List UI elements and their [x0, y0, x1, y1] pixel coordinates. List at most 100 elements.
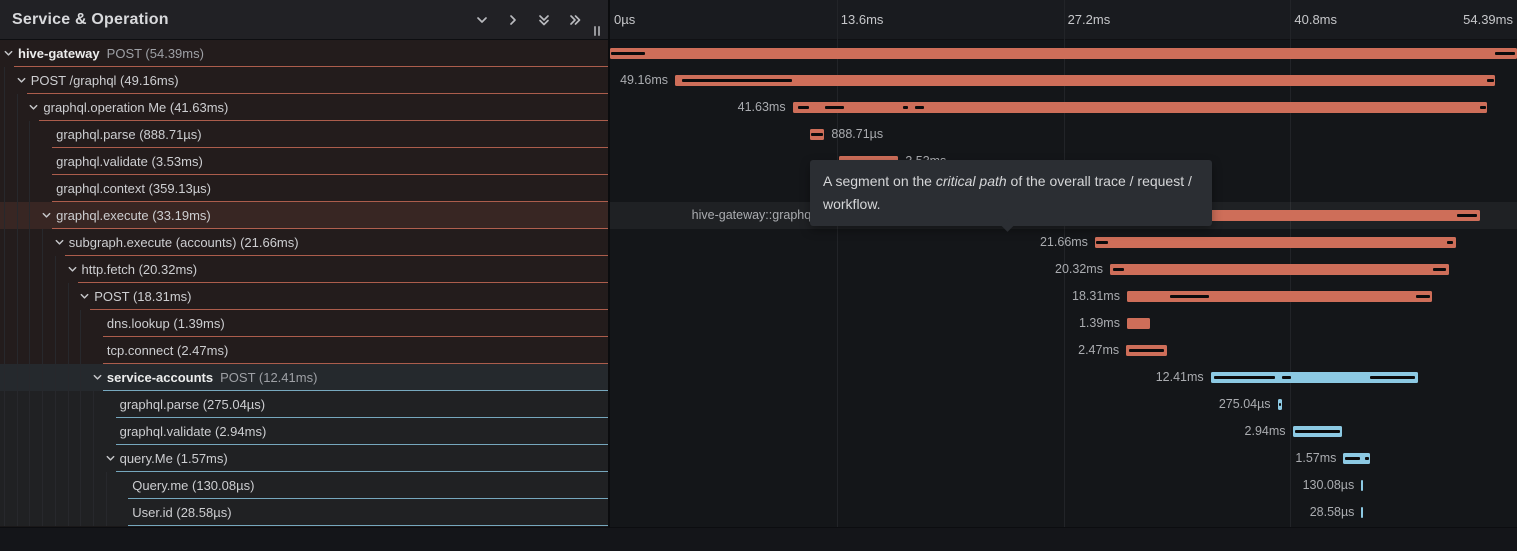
chevron-down-icon[interactable] — [54, 237, 65, 248]
chevron-right-icon[interactable] — [506, 13, 520, 27]
tooltip-text-italic: critical path — [935, 173, 1007, 189]
span-bar[interactable] — [1277, 399, 1283, 410]
tree-indent-guide — [4, 310, 5, 337]
span-row-label: POST /graphql (49.16ms) — [30, 73, 179, 88]
tree-indent-guide — [16, 229, 18, 256]
critical-path-segment — [1170, 295, 1209, 298]
span-bar[interactable] — [809, 129, 825, 140]
critical-path-segment — [1112, 268, 1124, 271]
span-row-left[interactable]: service-accounts POST (12.41ms) — [0, 364, 608, 391]
span-duration-label: 2.94ms — [1244, 424, 1286, 438]
span-row-timeline: 888.71µs — [610, 121, 1517, 148]
chevron-down-icon[interactable] — [28, 102, 39, 113]
chevron-down-icon[interactable] — [92, 372, 103, 383]
critical-path-segment — [681, 79, 792, 82]
chevron-down-icon[interactable] — [105, 453, 116, 464]
tree-indent-guide — [29, 229, 31, 256]
tree-indent-guide — [80, 364, 82, 391]
span-row-label: tcp.connect (2.47ms) — [106, 343, 229, 358]
timeline-gridline — [837, 0, 838, 527]
chevron-down-icon[interactable] — [475, 13, 489, 27]
span-bar[interactable] — [1361, 507, 1363, 518]
span-row-left[interactable]: graphql.parse (275.04µs) — [0, 391, 608, 418]
span-row-left[interactable]: graphql.context (359.13µs) — [0, 175, 608, 202]
tree-indent-guide — [80, 499, 82, 526]
span-row-left[interactable]: graphql.operation Me (41.63ms) — [0, 94, 608, 121]
span-row-border — [128, 498, 608, 499]
span-bar[interactable] — [1361, 480, 1364, 491]
span-duration-label: 2.47ms — [1078, 343, 1120, 357]
chevron-down-icon[interactable] — [3, 48, 14, 59]
span-bar[interactable] — [610, 48, 1517, 59]
span-row-left[interactable]: subgraph.execute (accounts) (21.66ms) — [0, 229, 608, 256]
critical-path-segment — [1282, 376, 1292, 379]
span-bar[interactable] — [1126, 345, 1168, 356]
tree-indent-guide — [42, 229, 44, 256]
span-row-left[interactable]: hive-gateway POST (54.39ms) — [0, 40, 608, 67]
grip-vertical-icon[interactable] — [594, 26, 604, 36]
double-chevron-right-icon[interactable] — [568, 13, 582, 27]
tree-indent-guide — [4, 229, 5, 256]
span-row-left[interactable]: tcp.connect (2.47ms) — [0, 337, 608, 364]
span-row-left[interactable]: graphql.validate (3.53ms) — [0, 148, 608, 175]
span-row-timeline: 12.41ms — [610, 364, 1517, 391]
span-row-timeline — [610, 40, 1517, 67]
span-row-label: graphql.validate (3.53ms) — [56, 154, 203, 169]
span-bar[interactable] — [1343, 453, 1370, 464]
double-chevron-down-icon[interactable] — [537, 13, 551, 27]
span-row-left[interactable]: POST (18.31ms) — [0, 283, 608, 310]
tree-indent-guide — [42, 283, 44, 310]
tree-indent-guide — [29, 364, 31, 391]
span-duration-label: 275.04µs — [1218, 397, 1271, 411]
operation-name: POST (12.41ms) — [220, 370, 318, 385]
critical-path-segment — [611, 52, 646, 55]
span-row-timeline: 130.08µs — [610, 472, 1517, 499]
span-row-label: Query.me (130.08µs) — [132, 478, 255, 493]
span-row-left[interactable]: Query.me (130.08µs) — [0, 472, 608, 499]
span-row-timeline: 275.04µs — [610, 391, 1517, 418]
span-row-left[interactable]: http.fetch (20.32ms) — [0, 256, 608, 283]
tree-indent-guide — [92, 499, 94, 526]
span-row-left[interactable]: dns.lookup (1.39ms) — [0, 310, 608, 337]
span-row-border — [90, 309, 608, 310]
tree-indent-guide — [42, 391, 44, 418]
tree-indent-guide — [16, 418, 18, 445]
timeline-gridline — [1290, 0, 1291, 527]
span-bar[interactable] — [675, 75, 1495, 86]
chevron-down-icon[interactable] — [41, 210, 52, 221]
span-bar[interactable] — [1126, 318, 1151, 329]
panel-title: Service & Operation — [12, 10, 169, 28]
chevron-down-icon[interactable] — [16, 75, 27, 86]
tree-indent-guide — [54, 472, 56, 499]
tree-indent-guide — [29, 310, 31, 337]
critical-path-segment — [1096, 241, 1108, 244]
span-bar[interactable] — [1210, 372, 1418, 383]
span-row-left[interactable]: graphql.validate (2.94ms) — [0, 418, 608, 445]
chevron-down-icon[interactable] — [79, 291, 90, 302]
span-row-left[interactable]: query.Me (1.57ms) — [0, 445, 608, 472]
span-row-left[interactable]: graphql.parse (888.71µs) — [0, 121, 608, 148]
span-row-timeline: 1.39ms — [610, 310, 1517, 337]
tree-indent-guide — [92, 445, 94, 472]
span-row-left[interactable]: graphql.execute (33.19ms) — [0, 202, 608, 229]
tree-indent-guide — [42, 364, 44, 391]
span-row-left[interactable]: User.id (28.58µs) — [0, 499, 608, 526]
span-bar[interactable] — [1292, 426, 1342, 437]
span-row-label: service-accounts POST (12.41ms) — [107, 364, 318, 391]
tree-indent-guide — [67, 337, 69, 364]
span-row-label: graphql.validate (2.94ms) — [119, 424, 267, 439]
span-row-left[interactable]: POST /graphql (49.16ms) — [0, 67, 608, 94]
span-bar[interactable] — [1126, 291, 1433, 302]
tree-indent-guide — [29, 283, 31, 310]
tree-indent-guide — [80, 337, 82, 364]
chevron-down-icon[interactable] — [67, 264, 78, 275]
span-bar[interactable] — [1094, 237, 1457, 248]
span-bar[interactable] — [1109, 264, 1449, 275]
span-row-border — [39, 120, 608, 121]
span-row-border — [52, 201, 608, 202]
tree-indent-guide — [29, 445, 31, 472]
span-row-border — [26, 93, 608, 94]
span-bar[interactable] — [792, 102, 1487, 113]
tree-indent-guide — [16, 202, 18, 229]
